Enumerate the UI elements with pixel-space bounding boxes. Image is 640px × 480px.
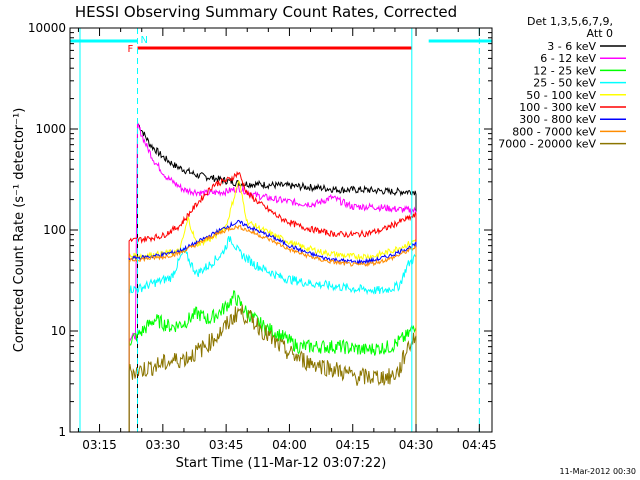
footer-date: 11-Mar-2012 00:30: [560, 467, 637, 476]
legend-header-line-1: Det 1,3,5,6,7,9,: [527, 15, 613, 28]
x-tick-label: 04:00: [272, 438, 307, 452]
legend-item-label: 300 - 800 keV: [519, 113, 596, 126]
legend-header-line-2: Att 0: [587, 27, 613, 40]
chart-title: HESSI Observing Summary Count Rates, Cor…: [75, 3, 457, 21]
x-tick-label: 04:30: [399, 438, 434, 452]
series-line: [128, 122, 417, 432]
series-line: [128, 236, 417, 432]
y-axis: 1 10 100 1000 10000: [28, 21, 492, 439]
y-tick-label: 10: [51, 324, 66, 338]
y-tick-label: 1000: [35, 122, 66, 136]
series-line: [128, 170, 417, 432]
x-axis: 03:15 03:30 03:45 04:00 04:15 04:30 04:45: [77, 28, 497, 452]
flag-label-n: N: [141, 35, 148, 46]
series-line: [128, 180, 417, 432]
series-line: [137, 121, 417, 432]
legend-item-label: 100 - 300 keV: [519, 101, 596, 114]
y-axis-label: Corrected Count Rate (s⁻¹ detector⁻¹): [12, 108, 27, 353]
x-axis-label: Start Time (11-Mar-12 03:07:22): [176, 456, 387, 471]
legend-item-label: 25 - 50 keV: [533, 77, 596, 90]
y-tick-label: 1: [58, 425, 66, 439]
x-tick-label: 03:45: [209, 438, 244, 452]
x-tick-label: 03:15: [82, 438, 117, 452]
y-tick-label: 100: [43, 223, 66, 237]
legend-item-label: 50 - 100 keV: [526, 89, 596, 102]
y-tick-label: 10000: [28, 21, 66, 35]
series-line: [128, 304, 417, 432]
legend-item-label: 6 - 12 keV: [540, 52, 596, 65]
legend-item-label: 7000 - 20000 keV: [498, 138, 596, 151]
legend-item-label: 800 - 7000 keV: [512, 125, 596, 138]
series-line: [128, 224, 417, 432]
x-tick-label: 04:15: [335, 438, 370, 452]
legend-item-label: 12 - 25 keV: [533, 64, 596, 77]
legend-item-label: 3 - 6 keV: [547, 40, 596, 53]
x-tick-label: 03:30: [146, 438, 181, 452]
x-tick-label: 04:45: [462, 438, 497, 452]
flag-label-f: F: [128, 44, 134, 55]
